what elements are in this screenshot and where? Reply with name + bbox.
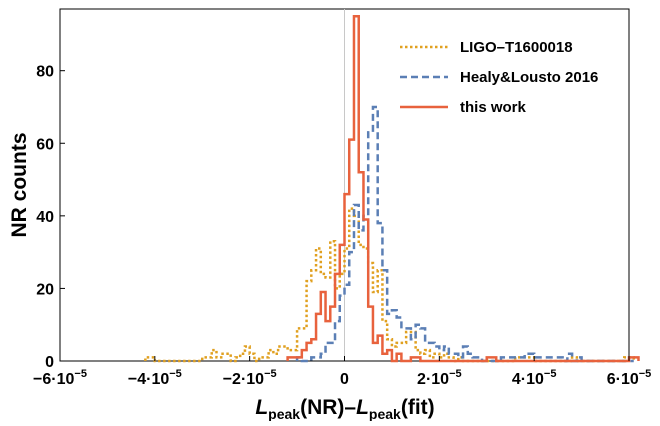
x-tick-label: 6·10−5: [607, 368, 652, 388]
y-axis-label: NR counts: [8, 133, 31, 238]
histogram-series-0: [144, 207, 635, 363]
legend-label-1: Healy&Lousto 2016: [460, 69, 598, 86]
y-tick-label: 60: [36, 136, 54, 153]
x-tick-label: 2·10−5: [417, 368, 462, 388]
x-tick-label: −6·10−5: [33, 368, 87, 388]
y-tick-label: 20: [36, 281, 54, 298]
x-tick-label: −2·10−5: [223, 368, 277, 388]
histogram-series-2: [286, 15, 640, 363]
x-axis-ticks: −6·10−5 −4·10−5 −2·10−5 0 2·10−5 4·10−5 6·10−5: [33, 356, 651, 388]
x-tick-label: 4·10−5: [512, 368, 557, 388]
legend-label-0: LIGO–T1600018: [460, 39, 573, 56]
y-tick-label: 80: [36, 64, 54, 81]
y-tick-label: 0: [45, 354, 54, 371]
histogram-series-1: [295, 105, 634, 363]
y-tick-label: 40: [36, 209, 54, 226]
legend-label-2: this work: [460, 99, 527, 116]
x-axis-label: Lpeak(NR)–Lpeak(fit): [255, 396, 434, 421]
legend: LIGO–T1600018 Healy&Lousto 2016 this work: [400, 39, 598, 116]
series-layer: [144, 15, 640, 363]
y-axis-ticks: 0 20 40 60 80: [36, 64, 65, 371]
x-tick-label: 0: [340, 371, 349, 388]
x-tick-label: −4·10−5: [128, 368, 182, 388]
